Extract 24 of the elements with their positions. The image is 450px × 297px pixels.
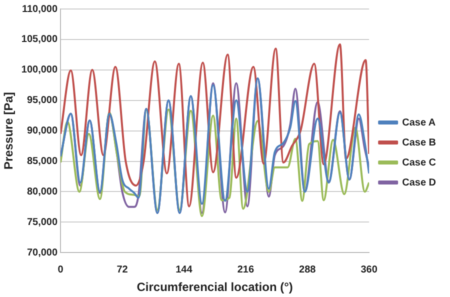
y-tick-label: 95,000 <box>26 95 58 106</box>
legend-label: Case A <box>402 117 436 128</box>
y-tick-label: 80,000 <box>26 186 58 198</box>
y-tick-label: 75,000 <box>26 216 58 228</box>
x-axis-title: Circumferencial location (°) <box>136 280 293 294</box>
x-tick-label: 216 <box>237 264 254 276</box>
line-series <box>60 108 370 218</box>
line-series <box>60 43 370 208</box>
y-axis-title: Pressure [Pa] <box>2 92 16 170</box>
y-tick-label: 70,000 <box>26 247 58 258</box>
y-tick-label: 100,000 <box>21 64 58 76</box>
x-tick-label: 360 <box>360 264 378 276</box>
y-tick-label: 110,000 <box>22 4 58 15</box>
legend-label: Case C <box>402 157 436 168</box>
y-tick-label: 85,000 <box>26 156 58 167</box>
x-tick-label: 72 <box>116 264 128 276</box>
x-tick-label: 144 <box>176 264 193 276</box>
y-tick-label: 90,000 <box>26 126 58 137</box>
line-series <box>60 77 370 214</box>
legend-label: Case D <box>402 177 436 188</box>
y-tick-label: 105,000 <box>21 34 58 46</box>
legend-label: Case B <box>402 137 436 148</box>
x-tick-label: 0 <box>58 264 64 276</box>
x-tick-label: 288 <box>299 264 316 276</box>
